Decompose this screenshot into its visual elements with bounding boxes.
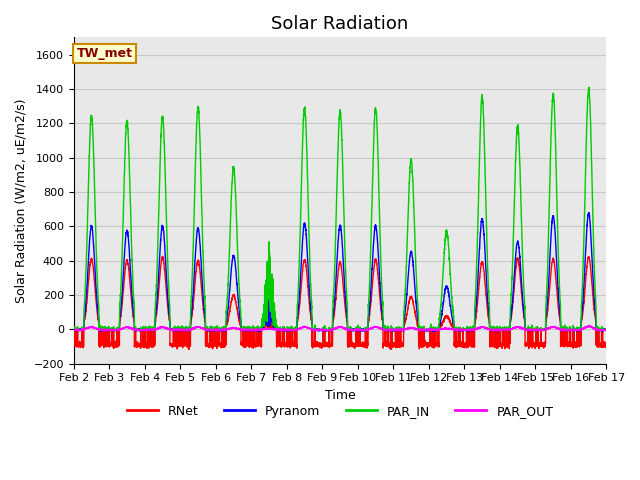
RNet: [602, 344, 610, 349]
RNet: [602, 340, 610, 346]
Y-axis label: Solar Radiation (W/m2, uE/m2/s): Solar Radiation (W/m2, uE/m2/s): [15, 98, 28, 303]
Pyranom: [490, 327, 497, 333]
RNet: [321, 343, 328, 349]
Line: Pyranom: Pyranom: [74, 213, 606, 331]
RNet: [460, 342, 467, 348]
PAR_OUT: [602, 327, 610, 333]
Pyranom: [70, 327, 77, 333]
PAR_IN: [602, 327, 610, 333]
RNet: [70, 342, 77, 348]
PAR_OUT: [586, 323, 593, 328]
Pyranom: [460, 326, 467, 332]
PAR_OUT: [70, 327, 77, 333]
PAR_OUT: [166, 326, 173, 332]
Text: TW_met: TW_met: [76, 47, 132, 60]
PAR_IN: [166, 301, 173, 307]
Pyranom: [320, 327, 328, 333]
PAR_OUT: [602, 327, 610, 333]
Legend: RNet, Pyranom, PAR_IN, PAR_OUT: RNet, Pyranom, PAR_IN, PAR_OUT: [122, 400, 558, 423]
PAR_IN: [70, 326, 77, 332]
PAR_OUT: [320, 328, 328, 334]
PAR_IN: [430, 327, 438, 333]
RNet: [185, 347, 193, 352]
PAR_OUT: [316, 328, 323, 334]
Pyranom: [430, 327, 438, 333]
Pyranom: [585, 210, 593, 216]
Line: PAR_OUT: PAR_OUT: [74, 325, 606, 331]
PAR_IN: [585, 84, 593, 90]
Pyranom: [602, 326, 610, 332]
PAR_OUT: [430, 328, 438, 334]
RNet: [159, 253, 166, 259]
X-axis label: Time: Time: [324, 389, 355, 402]
PAR_IN: [602, 326, 610, 332]
PAR_OUT: [460, 327, 467, 333]
Title: Solar Radiation: Solar Radiation: [271, 15, 409, 33]
RNet: [166, 318, 173, 324]
Line: RNet: RNet: [74, 256, 606, 349]
Line: PAR_IN: PAR_IN: [74, 87, 606, 331]
PAR_IN: [490, 326, 497, 332]
Pyranom: [136, 328, 143, 334]
Pyranom: [166, 315, 173, 321]
RNet: [430, 342, 438, 348]
PAR_OUT: [490, 326, 497, 332]
PAR_IN: [320, 327, 328, 333]
PAR_IN: [252, 328, 259, 334]
PAR_IN: [460, 327, 467, 333]
RNet: [490, 344, 497, 350]
Pyranom: [602, 327, 610, 333]
